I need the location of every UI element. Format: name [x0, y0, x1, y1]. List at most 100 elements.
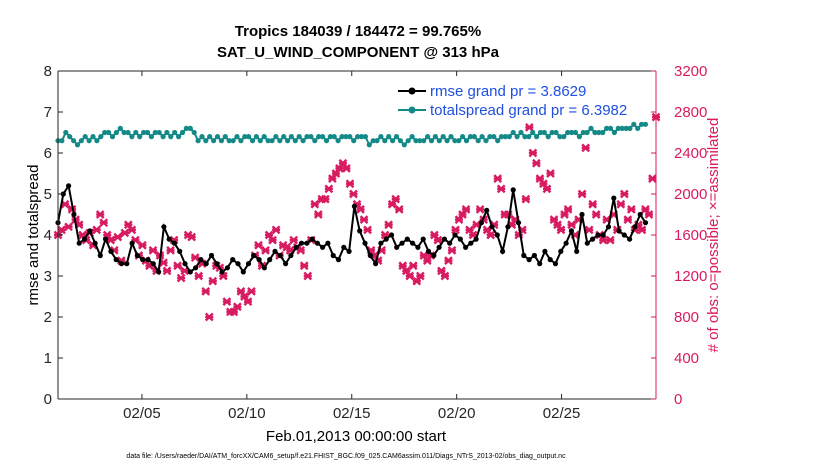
- obs-point: [447, 246, 457, 255]
- rmse-point: [568, 228, 575, 234]
- totalspread-point: [94, 138, 100, 144]
- x-tick-label: 02/20: [438, 405, 476, 422]
- totalspread-point: [351, 138, 357, 144]
- totalspread-point: [382, 138, 388, 144]
- rmse-point: [320, 244, 326, 250]
- y-right-tick-label: 1600: [674, 227, 707, 244]
- obs-point: [588, 199, 598, 209]
- totalspread-point: [183, 125, 189, 131]
- rmse-point: [399, 240, 405, 246]
- obs-point: [166, 246, 175, 255]
- totalspread-point: [557, 134, 563, 140]
- obs-point: [187, 232, 197, 242]
- obs-point: [64, 222, 73, 232]
- totalspread-point: [269, 138, 275, 144]
- obs-point: [591, 210, 601, 219]
- rmse-point: [425, 248, 432, 254]
- y-right-tick-label: 2400: [674, 145, 707, 162]
- rmse-point: [66, 183, 72, 189]
- obs-point: [525, 123, 534, 132]
- rmse-point: [261, 265, 267, 271]
- totalspread-point: [541, 129, 547, 136]
- totalspread-point: [207, 134, 213, 140]
- totalspread-point: [530, 129, 536, 136]
- totalspread-point: [390, 138, 396, 144]
- rmse-point: [304, 240, 310, 246]
- rmse-point: [161, 224, 167, 230]
- totalspread-point: [537, 129, 544, 136]
- obs-point: [359, 215, 369, 224]
- y-left-tick-label: 4: [44, 227, 52, 244]
- rmse-point: [420, 236, 426, 242]
- x-tick-label: 02/25: [543, 405, 581, 422]
- legend: rmse grand pr = 3.8629 totalspread grand…: [398, 83, 627, 119]
- rmse-point: [103, 236, 109, 242]
- y-axis-left-label: rmse and totalspread: [25, 165, 42, 306]
- rmse-point: [595, 232, 601, 238]
- totalspread-point: [576, 134, 583, 140]
- footer-file-path: data file: /Users/raeder/DAI/ATM_forcXX/…: [126, 453, 566, 460]
- legend-rmse-label: rmse grand pr = 3.8629: [430, 83, 586, 100]
- totalspread-point: [335, 138, 341, 144]
- rmse-point: [166, 236, 172, 242]
- totalspread-point: [452, 138, 458, 144]
- rmse-point: [515, 220, 522, 226]
- totalspread-point: [549, 129, 555, 136]
- obs-point: [261, 246, 270, 255]
- totalspread-point: [639, 121, 645, 127]
- rmse-point: [494, 232, 500, 238]
- rmse-point: [171, 240, 177, 246]
- totalspread-point: [144, 129, 151, 136]
- rmse-point: [505, 224, 511, 230]
- totalspread-point: [467, 134, 473, 140]
- obs-point: [627, 205, 636, 214]
- rmse-point: [537, 261, 543, 267]
- obs-point: [299, 261, 309, 271]
- rmse-point: [388, 232, 395, 238]
- totalspread-point: [106, 129, 112, 136]
- rmse-point: [552, 261, 559, 267]
- totalspread-point: [600, 129, 606, 136]
- rmse-point: [500, 248, 506, 254]
- rmse-point: [431, 252, 437, 259]
- rmse-point: [272, 248, 278, 254]
- rmse-point: [293, 244, 299, 250]
- obs-point: [173, 261, 182, 271]
- obs-point: [532, 158, 541, 168]
- y-left-tick-label: 5: [44, 186, 52, 203]
- rmse-point: [341, 244, 347, 250]
- totalspread-point: [300, 138, 306, 144]
- obs-point: [303, 271, 313, 281]
- totalspread-point: [168, 134, 174, 140]
- rmse-point: [484, 207, 490, 213]
- totalspread-point: [323, 138, 330, 144]
- obs-point: [623, 215, 633, 224]
- obs-point: [451, 225, 460, 235]
- rmse-point: [187, 269, 193, 275]
- totalspread-point: [308, 134, 314, 140]
- y-right-tick-label: 0: [674, 391, 682, 408]
- totalspread-point: [619, 125, 625, 131]
- totalspread-point: [199, 134, 205, 140]
- obs-point: [581, 143, 590, 153]
- totalspread-point: [320, 134, 326, 140]
- rmse-point: [113, 257, 119, 263]
- rmse-point: [621, 232, 627, 238]
- obs-point: [313, 210, 323, 219]
- totalspread-point: [561, 134, 567, 140]
- rmse-point: [251, 252, 257, 259]
- obs-point: [222, 297, 232, 306]
- totalspread-point: [230, 138, 236, 144]
- totalspread-series: [55, 121, 649, 148]
- totalspread-point: [565, 129, 571, 136]
- rmse-point: [605, 224, 612, 230]
- obs-point: [584, 225, 594, 235]
- totalspread-point: [133, 129, 139, 136]
- rmse-point: [463, 244, 469, 250]
- totalspread-point: [483, 138, 489, 144]
- rmse-point: [452, 232, 458, 238]
- obs-point: [57, 225, 66, 235]
- y-left-tick-label: 7: [44, 104, 52, 121]
- totalspread-point: [176, 134, 182, 140]
- totalspread-point: [409, 134, 415, 140]
